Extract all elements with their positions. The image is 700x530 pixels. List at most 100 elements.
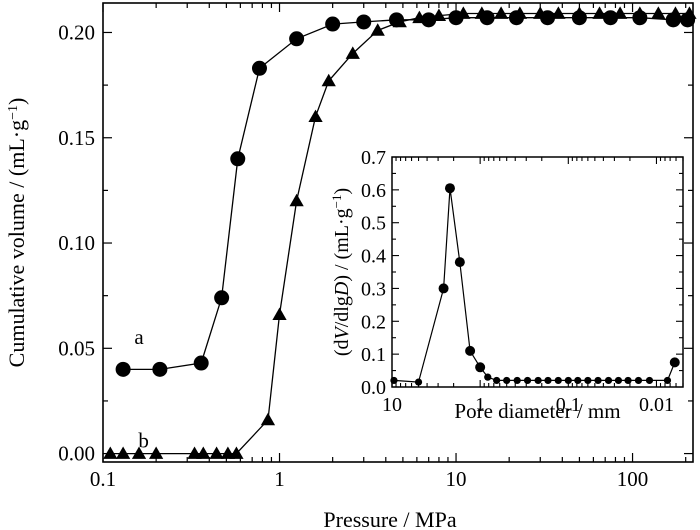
data-point-b [474, 6, 489, 19]
data-point-b [512, 6, 528, 19]
inset-data-point [390, 376, 398, 385]
data-point-b [289, 193, 304, 207]
data-point-a [214, 290, 230, 306]
data-point-b [592, 6, 607, 19]
data-point-b [533, 6, 548, 19]
data-point-b [149, 446, 164, 459]
inset-data-point [554, 376, 562, 385]
series-b: b [103, 6, 697, 459]
inset-plot: 10 1 0.1 0.01 0.0 0.1 0.2 0.3 0.4 0.5 0.6 0.7 Pore d… [329, 147, 684, 423]
x-tick-label: 0.1 [90, 467, 116, 491]
x-tick-label: 1 [274, 467, 285, 491]
data-point-a [356, 14, 372, 30]
inset-plot-frame [391, 156, 684, 388]
data-point-b [612, 6, 628, 19]
data-point-b [493, 6, 509, 19]
y-axis-label: Cumulative volume / (mL·g−1) [4, 98, 29, 368]
data-point-b [196, 446, 211, 459]
y-tick-label: 0.15 [58, 126, 95, 150]
inset-data-point [414, 378, 423, 386]
data-point-b [682, 6, 697, 19]
inset-data-point [669, 357, 680, 368]
data-point-b [370, 23, 385, 36]
series-label-b: b [138, 428, 149, 452]
data-point-b [632, 6, 647, 19]
data-point-a [251, 60, 267, 76]
data-point-b [260, 412, 276, 426]
data-point-b [668, 6, 683, 19]
inset-data-point [484, 373, 492, 381]
inset-data-point [614, 376, 623, 385]
inset-data-point [604, 376, 613, 385]
data-point-b [115, 446, 131, 459]
data-point-b [103, 446, 118, 459]
inset-series [390, 183, 680, 386]
inset-data-point [438, 283, 449, 294]
inset-data-point [475, 362, 486, 373]
data-point-b [412, 10, 427, 24]
y-tick-label: 0.20 [58, 20, 95, 44]
data-point-b [209, 446, 224, 459]
inset-data-point [584, 376, 592, 385]
inset-data-point [624, 376, 632, 385]
main-plot: 0.1 1 10 100 0.00 0.05 0.10 0.15 0.20 Pressure / … [4, 2, 697, 530]
main-plot-frame [102, 2, 694, 463]
y-tick-label: 0.05 [58, 336, 95, 360]
inset-x-tick-label: 10 [382, 394, 402, 416]
data-point-b [321, 73, 336, 87]
y-tick-label: 0.10 [58, 231, 95, 255]
inset-data-point [513, 376, 521, 385]
data-point-a [115, 361, 131, 377]
data-point-b [345, 46, 360, 59]
data-point-b [272, 307, 287, 320]
data-point-a [152, 361, 168, 377]
data-point-b [431, 8, 447, 21]
inset-data-point [634, 376, 643, 385]
inset-x-tick-label: 0.1 [556, 394, 581, 416]
x-tick-label: 100 [617, 467, 649, 491]
inset-data-point [444, 183, 455, 194]
series-a: a [115, 10, 696, 377]
inset-y-tick-label: 0.4 [361, 246, 386, 268]
data-point-a [289, 31, 305, 47]
inset-data-point [544, 376, 552, 385]
inset-y-tick-label: 0.2 [361, 311, 386, 333]
data-point-b [392, 14, 407, 28]
x-tick-label: 10 [446, 467, 467, 491]
inset-data-point [503, 376, 511, 385]
data-point-b [131, 446, 147, 459]
inset-data-point [645, 376, 654, 385]
data-point-b [308, 109, 323, 123]
inset-x-tick-label: 0.01 [639, 394, 674, 416]
x-axis-label: Pressure / MPa [323, 507, 456, 530]
inset-y-axis-label: (dV/dlgD) / (mL·g−1) [329, 188, 354, 356]
inset-y-tick-label: 0.1 [361, 344, 386, 366]
inset-data-point [465, 345, 476, 356]
inset-y-tick-label: 0.7 [361, 147, 386, 169]
y-tick-label: 0.00 [58, 442, 95, 466]
inset-x-axis-label: Pore diameter / mm [454, 399, 620, 423]
inset-data-point [534, 376, 542, 385]
data-point-b [229, 446, 244, 459]
data-point-b [572, 6, 587, 19]
data-point-b [456, 6, 471, 19]
inset-data-point [663, 376, 672, 385]
inset-x-tick-label: 1 [475, 394, 485, 416]
inset-data-point [493, 376, 501, 385]
inset-y-tick-label: 0.0 [361, 377, 386, 399]
data-point-a [230, 151, 246, 167]
inset-data-point [594, 376, 602, 385]
data-point-a [193, 355, 209, 371]
data-point-a [325, 16, 341, 32]
inset-y-tick-label: 0.6 [361, 180, 386, 202]
inset-data-point [523, 376, 532, 385]
data-point-b [651, 6, 666, 19]
inset-y-tick-label: 0.3 [361, 278, 386, 300]
inset-data-point [574, 376, 582, 385]
data-point-b [551, 6, 566, 19]
inset-data-point [454, 257, 465, 268]
series-label-a: a [134, 325, 144, 349]
inset-data-point [564, 376, 572, 385]
inset-y-tick-label: 0.5 [361, 213, 386, 235]
